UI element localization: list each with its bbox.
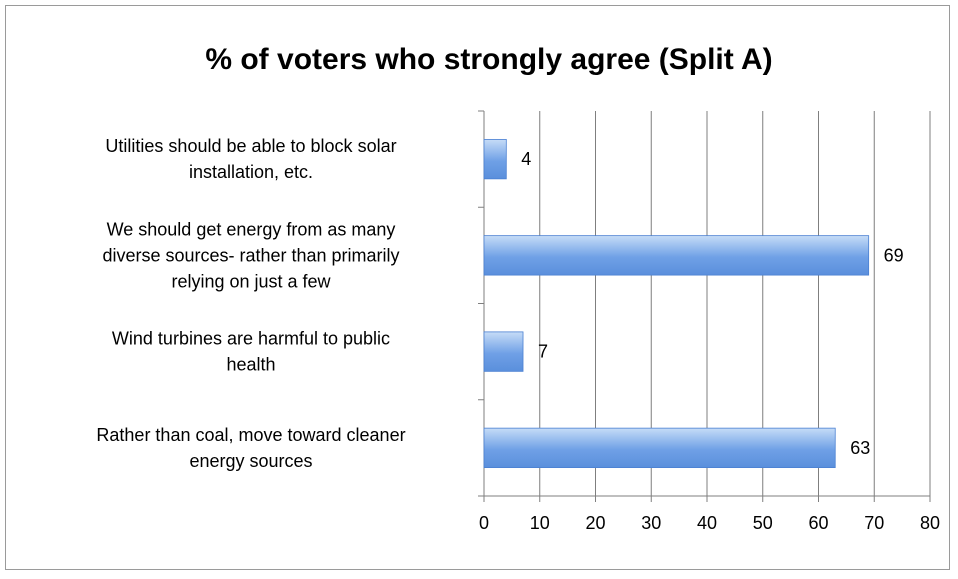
- category-label: Rather than coal, move toward cleaner ene…: [96, 425, 405, 471]
- data-label: 63: [850, 438, 870, 458]
- x-tick-label: 50: [753, 513, 773, 533]
- x-tick-label: 20: [585, 513, 605, 533]
- bar-3: [483, 331, 524, 372]
- gridlines: [539, 111, 931, 496]
- data-label: 69: [884, 245, 904, 265]
- bar-2: [483, 235, 870, 276]
- category-label: Wind turbines are harmful to public healt…: [112, 329, 390, 375]
- labels: 0 10 20 30 40 50 60 70 80 4 Utilities should be ab…: [96, 136, 940, 533]
- x-tick-label: 30: [641, 513, 661, 533]
- x-tick-label: 40: [697, 513, 717, 533]
- data-label: 4: [521, 149, 531, 169]
- x-tick-label: 70: [864, 513, 884, 533]
- category-label: We should get energy from as many diverse…: [102, 219, 399, 291]
- x-tick-label: 60: [808, 513, 828, 533]
- category-label: Utilities should be able to block solar i…: [105, 136, 396, 182]
- x-tick-label: 10: [530, 513, 550, 533]
- bars: [483, 138, 870, 469]
- bar-chart: % of voters who strongly agree (Split A)…: [96, 43, 940, 533]
- data-label: 7: [538, 342, 548, 362]
- chart-frame: % of voters who strongly agree (Split A)…: [5, 5, 950, 570]
- bar-4: [483, 427, 836, 469]
- bar-1: [483, 138, 507, 180]
- x-tick-label: 0: [479, 513, 489, 533]
- x-tick-label: 80: [920, 513, 940, 533]
- chart-title: % of voters who strongly agree (Split A): [205, 43, 772, 76]
